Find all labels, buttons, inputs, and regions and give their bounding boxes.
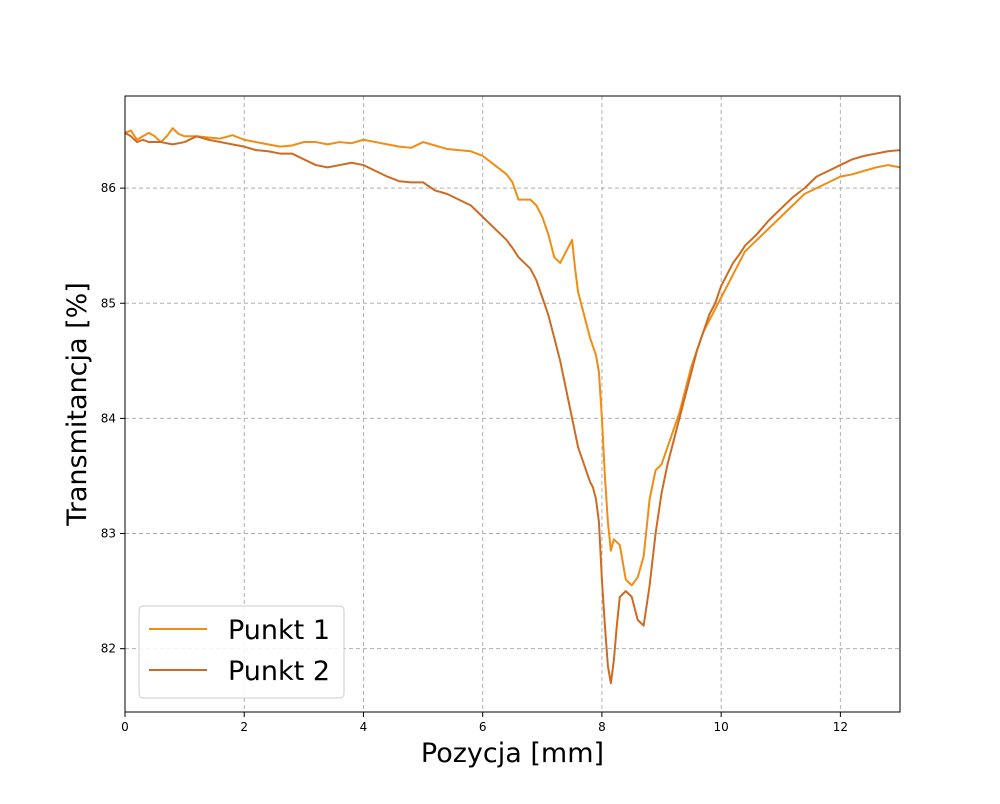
x-tick-label: 6: [479, 720, 487, 734]
y-tick-label: 83: [101, 527, 116, 541]
y-tick-label: 82: [101, 642, 116, 656]
y-tick-label: 84: [101, 411, 116, 425]
series-layer: [124, 127, 901, 685]
y-tick-label: 86: [101, 181, 116, 195]
series-line-punkt-2: [124, 131, 901, 685]
y-axis-title: Transmitancja [%]: [62, 282, 93, 527]
y-tick-label: 85: [101, 296, 116, 310]
x-axis-title: Pozycja [mm]: [421, 738, 604, 769]
grid-layer: [124, 96, 900, 712]
axes-frame: [124, 95, 901, 713]
legend-label-punkt-1: Punkt 1: [228, 615, 330, 646]
legend: Punkt 1 Punkt 2: [138, 605, 345, 699]
x-tick-label: 12: [833, 720, 848, 734]
legend-label-punkt-2: Punkt 2: [228, 656, 330, 687]
tick-layer: 0 2 4 6 8 10 12 82 83 84 85 86: [101, 181, 848, 734]
x-tick-label: 8: [598, 720, 606, 734]
x-tick-label: 0: [121, 720, 129, 734]
x-tick-label: 4: [360, 720, 368, 734]
x-tick-label: 2: [240, 720, 248, 734]
series-line-punkt-1: [124, 127, 901, 587]
x-tick-label: 10: [714, 720, 729, 734]
